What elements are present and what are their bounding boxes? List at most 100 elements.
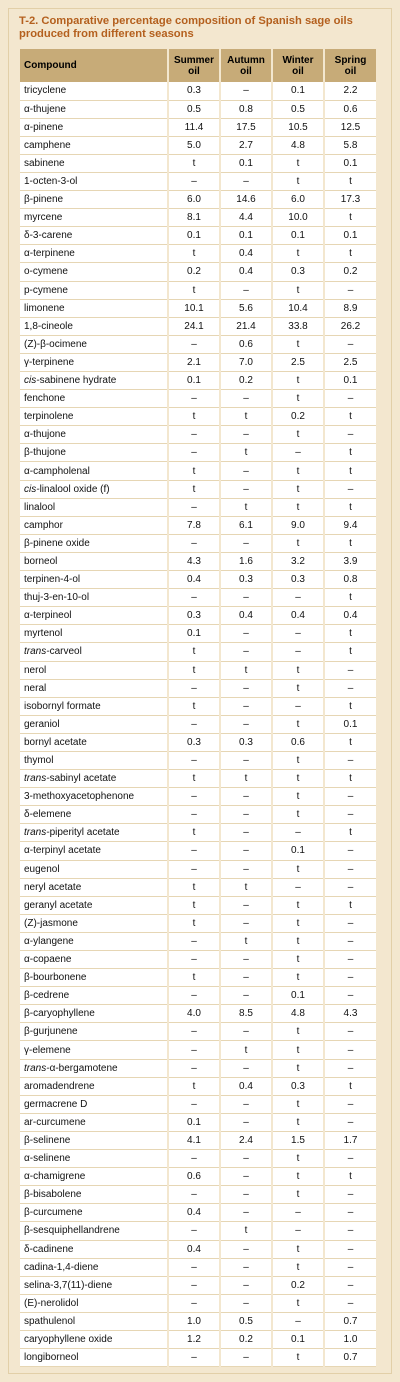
table-row: α-terpineol 0.3 0.4 0.4 0.4 [20,606,376,626]
winter-cell: t [272,1059,325,1078]
compound-cell: δ-3-carene [20,226,169,246]
compound-cell: β-curcumene [20,1203,169,1223]
spring-cell: t [324,624,376,644]
winter-cell: – [272,624,325,644]
spring-cell: 0.4 [324,606,376,626]
summer-cell: t [168,1077,221,1096]
spring-cell: 0.8 [324,570,376,590]
compound-cell: camphor [20,516,169,535]
summer-cell: 0.3 [168,733,221,752]
autumn-cell: 0.8 [220,100,273,119]
spring-cell: – [324,1022,376,1042]
autumn-cell: – [220,1022,273,1042]
summer-cell: t [168,281,221,300]
winter-cell: 0.3 [272,570,325,590]
compound-cell: nerol [20,661,169,680]
summer-cell: – [168,1348,221,1368]
table-row: β-pinene 6.0 14.6 6.0 17.3 [20,190,376,210]
spring-cell: 1.0 [324,1330,376,1350]
compound-cell: α-campholenal [20,461,169,481]
table-row: β-thujone – t – t [20,443,376,463]
winter-cell: t [272,968,325,988]
table-row: α-copaene – – t – [20,950,376,970]
summer-cell: t [168,461,221,481]
autumn-cell: 6.1 [220,516,273,535]
compound-cell: o-cymene [20,262,169,282]
table-row: myrcene 8.1 4.4 10.0 t [20,208,376,228]
table-row: eugenol – – t – [20,860,376,879]
table-row: caryophyllene oxide 1.2 0.2 0.1 1.0 [20,1330,376,1350]
table-row: α-campholenal t – t t [20,461,376,481]
autumn-cell: – [220,914,273,933]
summer-cell: – [168,443,221,463]
winter-cell: 10.4 [272,299,325,318]
compound-cell: β-pinene oxide [20,534,169,553]
winter-cell: t [272,172,325,192]
table-row: longiborneol – – t 0.7 [20,1348,376,1368]
spring-cell: – [324,860,376,879]
compound-cell: tricyclene [20,82,169,101]
autumn-cell: – [220,860,273,879]
winter-cell: t [272,480,325,499]
compound-cell: trans-sabinyl acetate [20,769,169,789]
summer-cell: t [168,968,221,988]
summer-cell: – [168,1185,221,1205]
spring-cell: 5.8 [324,136,376,155]
compound-cell: cis-linalool oxide (f) [20,480,169,499]
winter-cell: t [272,425,325,445]
spring-cell: – [324,679,376,698]
summer-cell: 0.1 [168,624,221,644]
autumn-cell: – [220,480,273,499]
compound-cell: trans-α-bergamotene [20,1059,169,1078]
summer-cell: t [168,661,221,680]
autumn-cell: – [220,1294,273,1313]
autumn-cell: – [220,896,273,915]
autumn-cell: 0.4 [220,606,273,626]
table-row: β-gurjunene – – t – [20,1022,376,1042]
table-row: β-selinene 4.1 2.4 1.5 1.7 [20,1131,376,1151]
summer-cell: t [168,878,221,897]
summer-cell: 10.1 [168,299,221,318]
summer-cell: 5.0 [168,136,221,155]
compound-cell: α-thujone [20,425,169,445]
summer-cell: 0.4 [168,1240,221,1259]
summer-cell: – [168,860,221,879]
compound-cell: β-bourbonene [20,968,169,988]
compound-cell: β-caryophyllene [20,1004,169,1024]
compound-cell: isobornyl formate [20,697,169,716]
table-row: β-bourbonene t – t – [20,968,376,988]
table-row: trans-piperityl acetate t – – t [20,823,376,843]
autumn-cell: 0.6 [220,335,273,354]
summer-cell: 0.1 [168,226,221,246]
compound-cell: α-ylangene [20,932,169,952]
winter-cell: t [272,805,325,825]
column-header-spring: Spring oil [324,49,376,82]
compound-cell: β-pinene [20,190,169,210]
spring-cell: t [324,534,376,553]
compound-cell: caryophyllene oxide [20,1330,169,1350]
summer-cell: – [168,1059,221,1078]
spring-cell: t [324,443,376,463]
table-row: trans-sabinyl acetate t t t t [20,769,376,789]
autumn-cell: – [220,534,273,553]
spring-cell: – [324,480,376,499]
summer-cell: – [168,425,221,445]
summer-cell: – [168,986,221,1006]
compound-cell: ar-curcumene [20,1113,169,1132]
winter-cell: – [272,823,325,843]
autumn-cell: 0.4 [220,1077,273,1096]
winter-cell: 10.0 [272,208,325,228]
winter-cell: 0.3 [272,262,325,282]
winter-cell: t [272,1185,325,1205]
autumn-cell: – [220,461,273,481]
spring-cell: – [324,805,376,825]
autumn-cell: – [220,172,273,192]
table-row: trans-carveol t – – t [20,642,376,662]
composition-table: Compound Summer oil Autumn oil Winter oi… [20,49,376,1368]
compound-cell: γ-terpinene [20,353,169,373]
table-row: (Z)-jasmone t – t – [20,914,376,933]
table-title: T-2. Comparative percentage composition … [19,15,353,40]
winter-cell: t [272,281,325,300]
autumn-cell: t [220,878,273,897]
spring-cell: – [324,1240,376,1259]
